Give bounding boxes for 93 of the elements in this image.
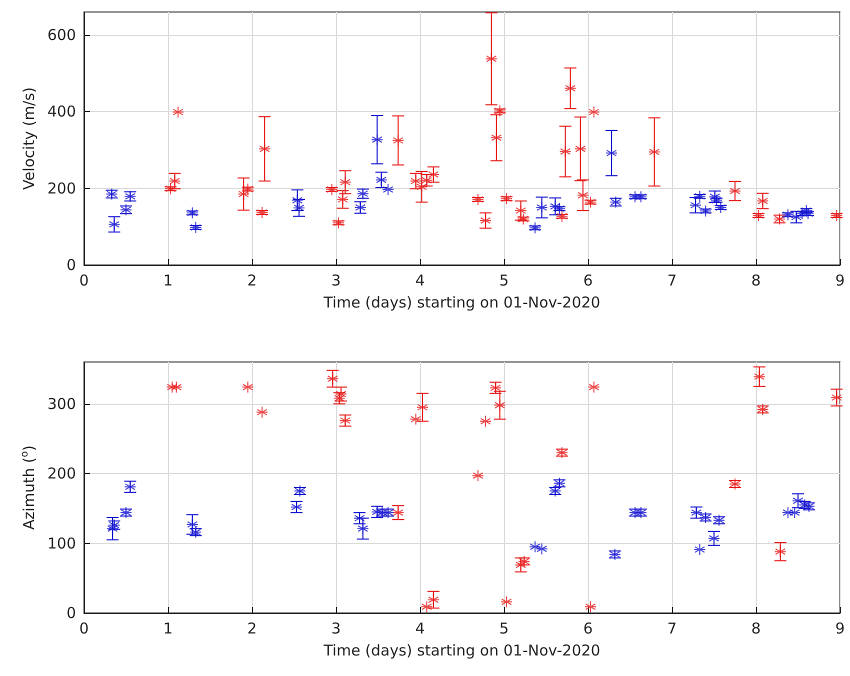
- point: [356, 522, 369, 535]
- point: [500, 596, 513, 608]
- point: [166, 381, 178, 394]
- point: [291, 194, 304, 206]
- y-tick-label: 0: [66, 256, 76, 274]
- point: [326, 372, 339, 385]
- point: [830, 210, 843, 222]
- x-tick-label: 7: [667, 272, 677, 290]
- point: [634, 190, 647, 203]
- point: [830, 392, 843, 404]
- point: [753, 370, 766, 383]
- y-tick-label: 100: [47, 534, 76, 552]
- point: [256, 406, 268, 418]
- point: [292, 202, 306, 214]
- point: [782, 506, 794, 519]
- point: [172, 106, 184, 118]
- x-tick-label: 4: [415, 272, 425, 290]
- x-tick-label: 7: [667, 620, 677, 638]
- point: [628, 190, 642, 203]
- point: [170, 381, 182, 394]
- point: [694, 544, 706, 556]
- point: [556, 210, 568, 222]
- y-tick-label: 200: [47, 464, 76, 483]
- point: [392, 134, 404, 146]
- point: [517, 212, 530, 226]
- point: [536, 542, 548, 555]
- point: [238, 188, 250, 200]
- x-tick-label: 2: [247, 272, 257, 290]
- point: [242, 381, 254, 394]
- x-tick-label: 8: [751, 620, 761, 638]
- point: [339, 176, 352, 188]
- x-tick-label: 6: [583, 620, 593, 638]
- x-tick-label: 5: [499, 620, 509, 638]
- point: [556, 446, 568, 459]
- x-tick-label: 1: [163, 620, 173, 638]
- y-tick-label: 400: [47, 102, 76, 121]
- x-axis-title: Time (days) starting on 01-Nov-2020: [322, 294, 600, 312]
- y-tick-label: 200: [47, 179, 76, 198]
- point: [186, 206, 198, 219]
- point: [106, 522, 119, 535]
- x-tick-label: 8: [751, 272, 761, 290]
- point: [258, 142, 271, 155]
- point: [514, 204, 527, 217]
- x-tick-label: 3: [331, 272, 341, 290]
- point: [728, 184, 742, 198]
- point: [332, 216, 345, 229]
- point: [605, 147, 618, 160]
- point: [529, 540, 542, 553]
- point: [536, 201, 548, 214]
- point: [190, 221, 202, 234]
- x-tick-label: 1: [163, 272, 173, 290]
- x-tick-label: 3: [331, 620, 341, 638]
- x-tick-label: 9: [835, 620, 845, 638]
- point: [774, 546, 786, 558]
- x-axis-title: Time (days) starting on 01-Nov-2020: [322, 642, 600, 660]
- point: [375, 174, 388, 186]
- point: [494, 399, 506, 412]
- point: [559, 145, 572, 158]
- point: [472, 193, 484, 206]
- x-tick-label: 2: [247, 620, 257, 638]
- y-tick-label: 600: [47, 26, 76, 44]
- point: [416, 401, 429, 414]
- x-tick-label: 6: [583, 272, 593, 290]
- x-tick-label: 0: [79, 620, 89, 638]
- point: [371, 134, 384, 146]
- point: [549, 200, 562, 212]
- x-tick-label: 9: [835, 272, 845, 290]
- x-tick-label: 0: [79, 272, 89, 290]
- point: [756, 403, 769, 416]
- y-tick-label: 300: [47, 394, 76, 413]
- point: [529, 222, 542, 234]
- point: [788, 506, 801, 519]
- point: [564, 82, 576, 94]
- x-tick-label: 5: [499, 272, 509, 290]
- x-tick-label: 4: [415, 620, 425, 638]
- point: [427, 594, 440, 606]
- point: [256, 206, 268, 219]
- point: [106, 188, 118, 200]
- point: [574, 142, 586, 155]
- point: [382, 183, 394, 196]
- point: [485, 52, 498, 65]
- point: [584, 600, 597, 613]
- point: [490, 132, 502, 144]
- point: [752, 210, 765, 222]
- point: [553, 202, 566, 215]
- y-tick-label: 0: [66, 604, 76, 622]
- point: [472, 470, 484, 482]
- point: [588, 106, 600, 118]
- point: [648, 146, 660, 158]
- point: [479, 415, 492, 428]
- y-axis-title: Azimuth (o): [19, 445, 38, 530]
- point: [588, 381, 600, 394]
- y-axis-title: Velocity (m/s): [20, 87, 38, 190]
